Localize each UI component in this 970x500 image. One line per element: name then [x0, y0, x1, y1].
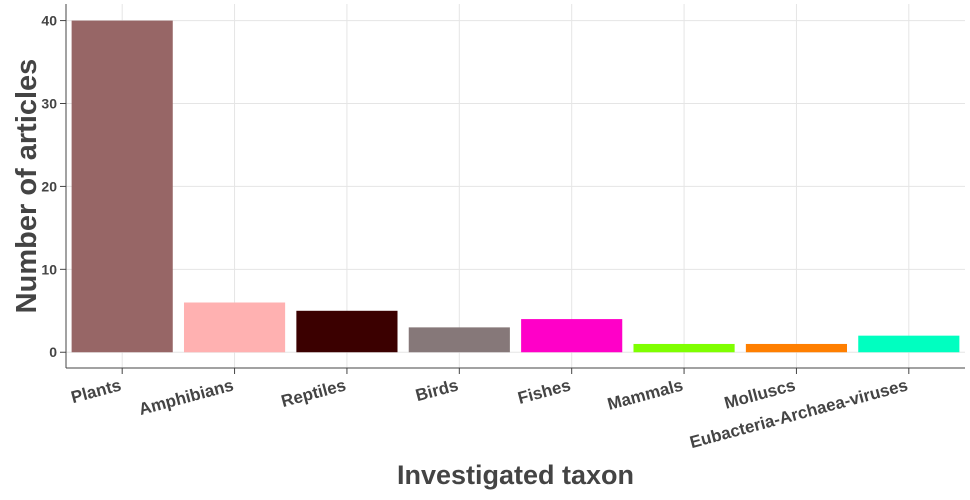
y-tick-label: 10: [41, 261, 57, 277]
y-tick-label: 20: [41, 178, 57, 194]
bar-amphibians: [183, 302, 286, 353]
y-axis-title: Number of articles: [11, 59, 43, 314]
x-tick-label: Fishes: [516, 376, 573, 408]
bar-reptiles: [296, 310, 398, 353]
x-ticks: Plants Amphibians Reptiles Birds Fishes Mamma…: [69, 368, 910, 452]
y-tick-label: 30: [41, 95, 57, 111]
x-axis-title: Investigated taxon: [397, 460, 634, 490]
y-tick-label: 40: [41, 13, 57, 29]
bar-molluscs: [745, 343, 848, 353]
y-ticks: 0 10 20 30 40: [41, 13, 66, 360]
bar-mammals: [633, 343, 735, 353]
bars: [71, 20, 960, 353]
x-tick-label: Reptiles: [279, 376, 348, 411]
bar-eubacteria-archaea-viruses: [858, 335, 960, 353]
x-tick-label: Eubacteria-Archaea-viruses: [688, 376, 910, 453]
x-tick-label: Birds: [413, 376, 460, 406]
bar-birds: [408, 327, 510, 353]
x-tick-label: Mammals: [605, 376, 685, 414]
bar-fishes: [521, 319, 623, 353]
bar-plants: [71, 20, 173, 353]
y-tick-label: 0: [49, 344, 57, 360]
x-tick-label: Plants: [69, 376, 123, 408]
x-tick-label: Amphibians: [137, 376, 236, 420]
